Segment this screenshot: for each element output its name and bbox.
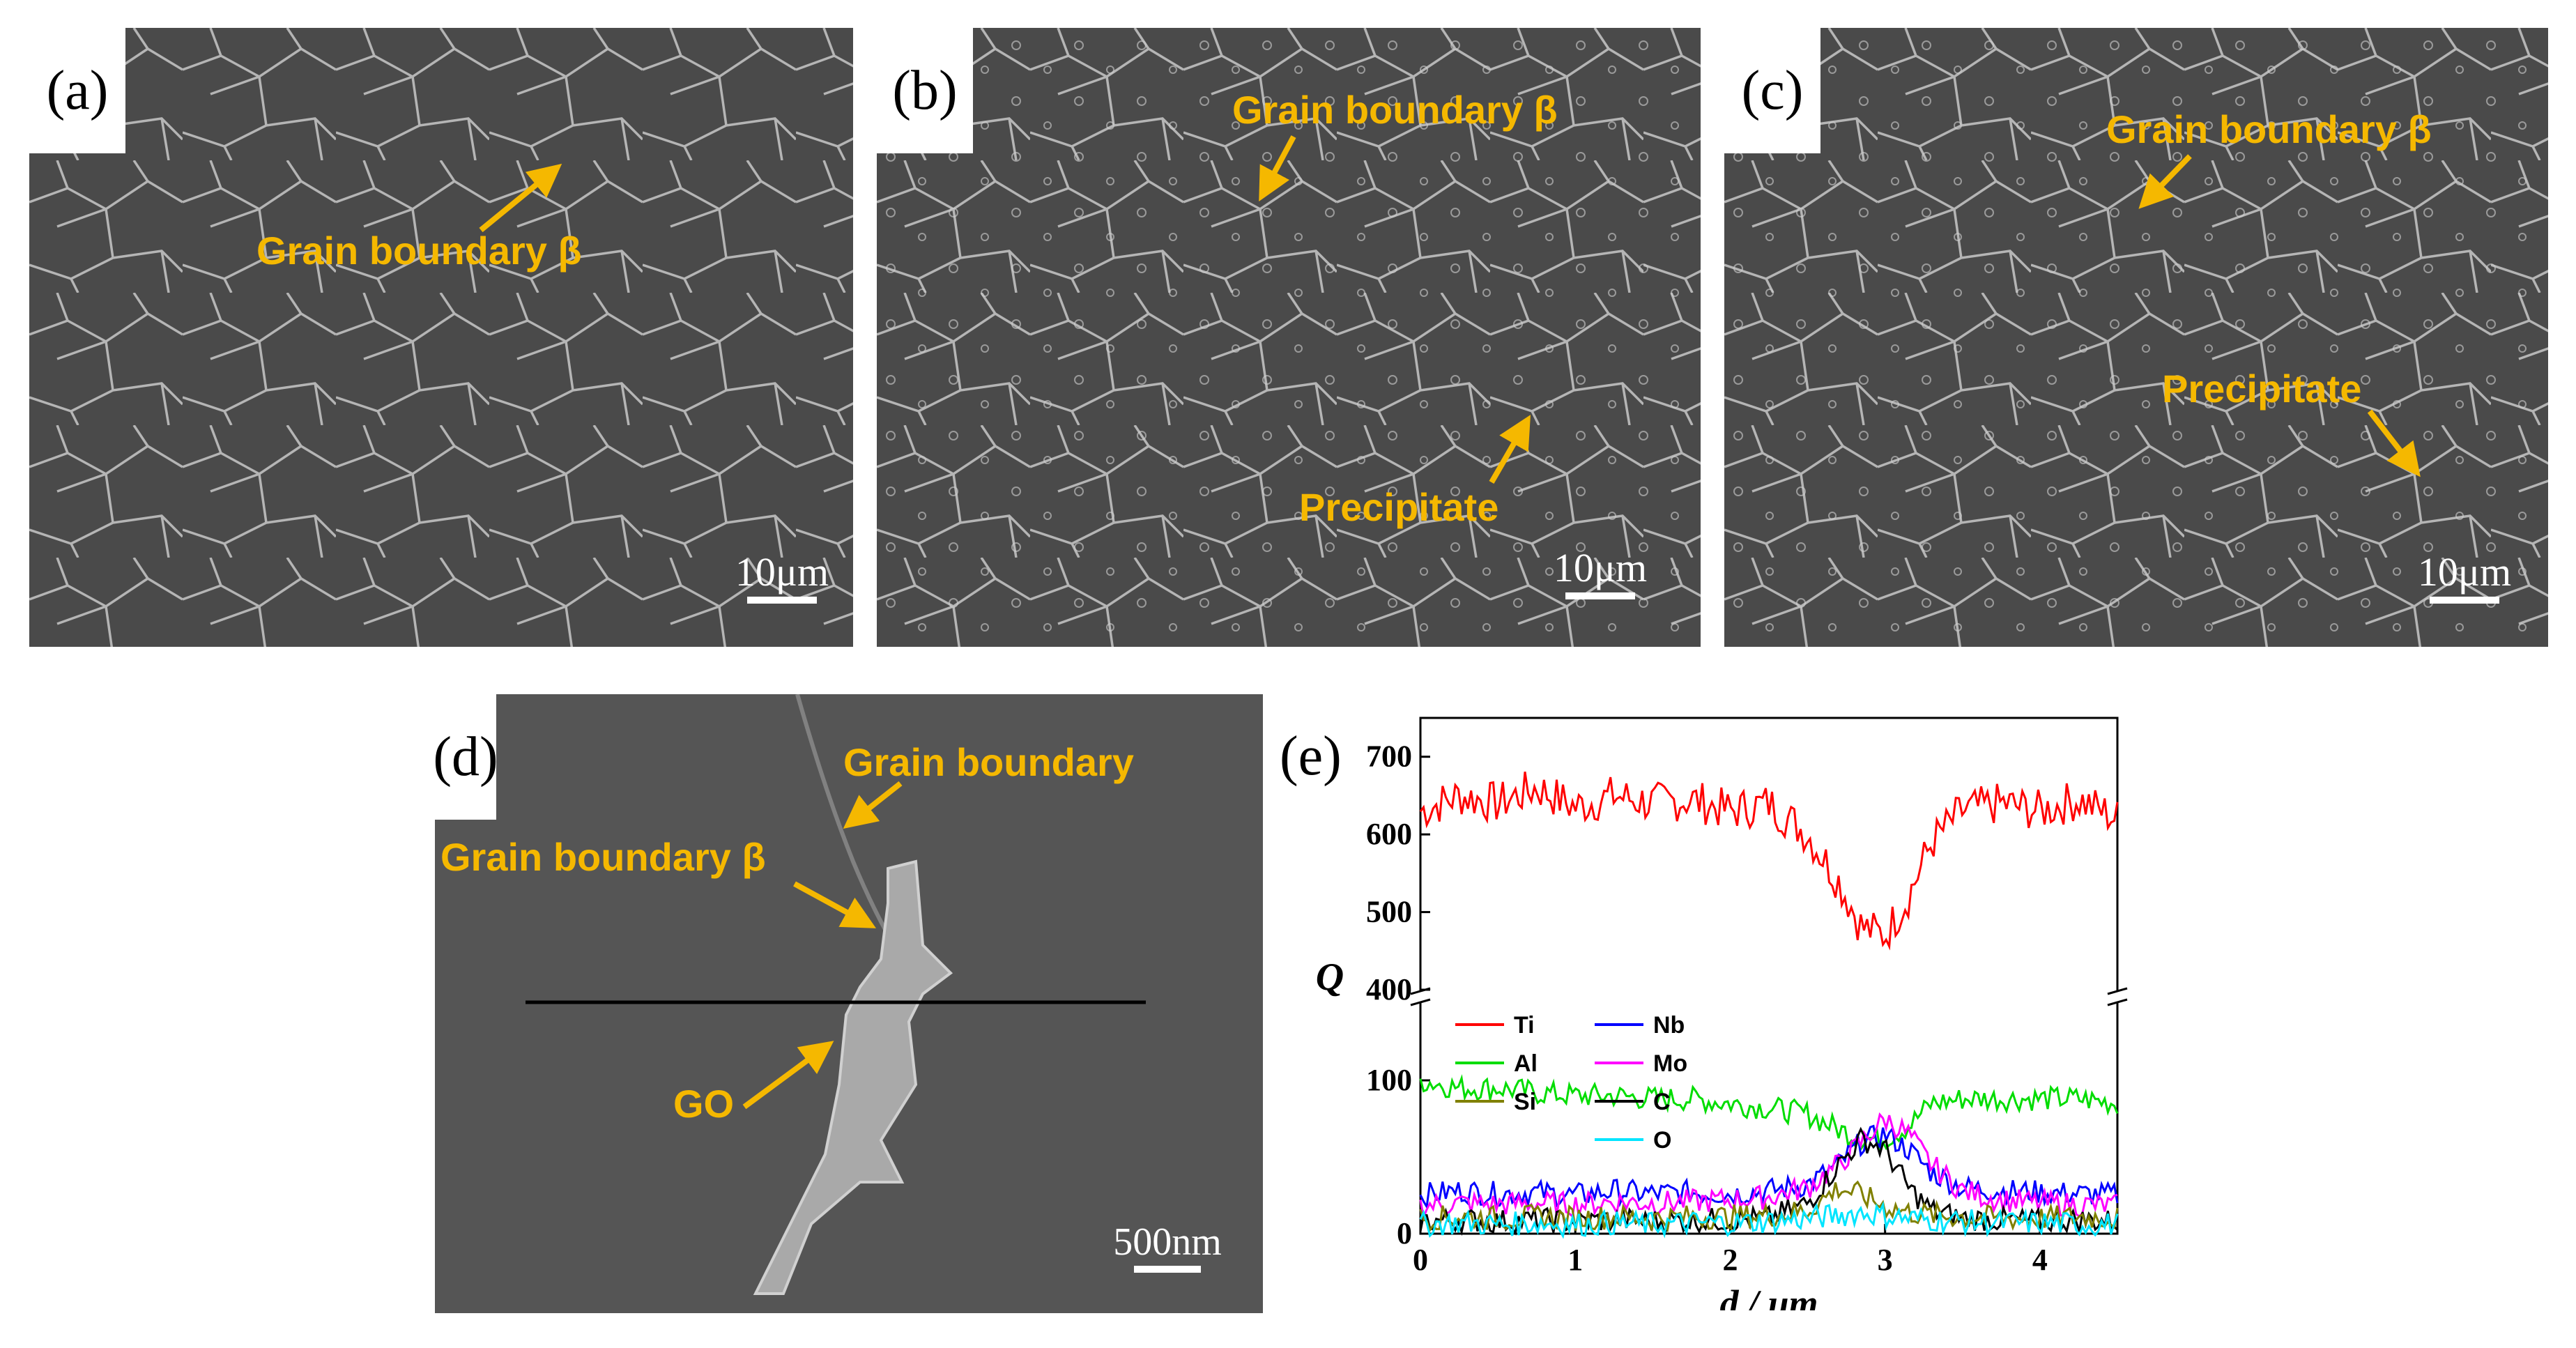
line-scan-chart: 0 1 2 3 4 0 100 400 500 600 700 d / μm Q Ti Al Si Nb Mo CO <box>1316 717 2128 1310</box>
scale-line-b <box>1565 592 1635 599</box>
y-tick-label: 600 <box>1366 817 1412 851</box>
panel-label-a: (a) <box>29 28 125 153</box>
legend-label-nb: Nb <box>1653 1012 1685 1039</box>
scale-label-a: 10μm <box>735 549 829 595</box>
legend-label-ti: Ti <box>1514 1012 1535 1039</box>
panel-label-b: (b) <box>877 28 973 153</box>
x-axis-label: d / μm <box>1719 1282 1818 1310</box>
scale-bar-b: 10μm <box>1531 548 1670 599</box>
go-particle <box>753 859 953 1295</box>
legend-label-o: O <box>1653 1127 1671 1154</box>
y-tick-label: 400 <box>1366 972 1412 1006</box>
annotation-go-d: GO <box>673 1082 735 1126</box>
sem-image-c: (c) Grain boundary β Precipitate 10μm <box>1724 28 2548 647</box>
panel-label-e: (e) <box>1280 726 1342 787</box>
axis-break-mark <box>2107 987 2128 995</box>
scale-bar-c: 10μm <box>2395 552 2534 604</box>
panel-label-d: (d) <box>435 694 498 820</box>
grain-texture-a <box>29 28 853 647</box>
annotation-grain-boundary-d: Grain boundary <box>843 740 1134 784</box>
sem-image-d: (d) Grain boundary Grain boundary β GO 5… <box>435 694 1263 1313</box>
x-tick-label: 2 <box>1722 1243 1738 1277</box>
sem-image-b: (b) Grain boundary β Precipitate 10μm <box>877 28 1701 647</box>
grain-texture-b <box>877 28 1701 647</box>
x-tick-label: 4 <box>2032 1243 2048 1277</box>
axis-break-gap-0 <box>1411 991 1430 1002</box>
axis-break-mark <box>2107 998 2128 1006</box>
annotation-grain-boundary-beta-c: Grain boundary β <box>2106 107 2432 151</box>
y-tick-label: 700 <box>1366 740 1412 774</box>
scale-label-b: 10μm <box>1553 545 1648 590</box>
y-tick-label: 100 <box>1366 1063 1412 1097</box>
grain-texture-c <box>1724 28 2548 647</box>
scale-line-a <box>747 597 817 604</box>
series-line-nb <box>1419 1124 2119 1210</box>
scale-line-c <box>2430 597 2499 604</box>
annotation-precipitate-b: Precipitate <box>1299 485 1499 529</box>
axis-break-mark <box>1410 998 1431 1006</box>
y-tick-label: 500 <box>1366 895 1412 929</box>
x-tick-label: 0 <box>1413 1243 1428 1277</box>
x-tick-label: 1 <box>1567 1243 1583 1277</box>
sem-image-a: (a) Grain boundary β 10μm <box>29 28 853 647</box>
series-line-al <box>1419 1074 2119 1153</box>
annotation-precipitate-c: Precipitate <box>2162 367 2362 411</box>
scale-line-d <box>1134 1266 1201 1273</box>
legend-label-si: Si <box>1514 1089 1536 1115</box>
legend-label-mo: Mo <box>1653 1050 1687 1077</box>
x-tick-label: 3 <box>1878 1243 1893 1277</box>
legend-label-c: C <box>1653 1089 1671 1115</box>
y-axis-label: Q <box>1316 956 1344 999</box>
scale-bar-d: 500nm <box>1087 1223 1248 1273</box>
scale-label-c: 10μm <box>2417 549 2512 595</box>
go-particle-texture <box>526 694 1146 1295</box>
series-line-o <box>1419 1201 2119 1239</box>
annotation-grain-boundary-beta-d: Grain boundary β <box>440 835 766 879</box>
y-tick-label: 0 <box>1397 1216 1412 1250</box>
legend-label-al: Al <box>1514 1050 1538 1077</box>
series-line-mo <box>1419 1112 2118 1222</box>
plot-frame <box>1419 717 2119 1235</box>
scale-label-d: 500nm <box>1113 1220 1222 1264</box>
annotation-grain-boundary-beta-b: Grain boundary β <box>1232 88 1558 132</box>
annotation-grain-boundary-beta-a: Grain boundary β <box>256 229 582 273</box>
scale-bar-a: 10μm <box>712 552 852 604</box>
series-line-ti <box>1419 771 2119 951</box>
axis-break-gap-1 <box>2108 991 2127 1002</box>
panel-label-c: (c) <box>1724 28 1820 153</box>
